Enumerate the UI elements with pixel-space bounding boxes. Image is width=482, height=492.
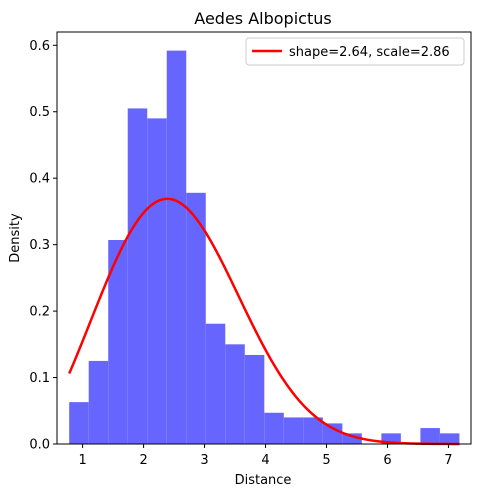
fit-curve-layer	[68, 197, 460, 446]
histogram-bar-6	[186, 192, 206, 444]
x-tick-label: 5	[322, 453, 330, 468]
histogram-bar-12	[303, 417, 323, 444]
legend-label: shape=2.64, scale=2.86	[289, 45, 450, 60]
histogram-bar-14	[342, 433, 362, 444]
y-tick-label: 0.0	[29, 438, 50, 453]
histogram-bar-1	[88, 360, 109, 444]
histogram-bar-9	[244, 354, 265, 444]
histogram-bars	[69, 50, 460, 445]
y-tick-label: 0.4	[29, 172, 50, 187]
histogram-bar-7	[205, 323, 226, 444]
histogram-bar-0	[69, 402, 89, 444]
histogram-bar-10	[264, 412, 284, 444]
histogram-bar-2	[108, 239, 128, 444]
y-tick-label: 0.1	[29, 371, 50, 386]
x-tick-label: 1	[78, 453, 86, 468]
x-tick-label: 7	[444, 453, 452, 468]
histogram-bar-8	[225, 344, 245, 444]
x-tick-label: 6	[383, 453, 391, 468]
x-tick-label: 4	[261, 453, 269, 468]
x-axis-label: Distance	[235, 473, 292, 488]
y-tick-label: 0.2	[29, 305, 50, 320]
y-tick-label: 0.6	[29, 39, 50, 54]
histogram-bar-19	[439, 433, 460, 444]
y-axis: 0.0 0.1 0.2 0.3 0.4 0.5 0.6	[29, 39, 57, 453]
histogram-bar-13	[322, 423, 343, 444]
y-tick-label: 0.3	[29, 238, 50, 253]
histogram-bar-11	[283, 417, 304, 444]
histogram-bar-18	[420, 428, 440, 444]
chart-title: Aedes Albopictus	[194, 9, 331, 28]
legend: shape=2.64, scale=2.86	[245, 37, 465, 66]
y-axis-label: Density	[8, 213, 23, 263]
plot-frame	[56, 31, 472, 445]
y-tick-label: 0.5	[29, 105, 50, 120]
weibull-fit-curve	[68, 197, 460, 446]
legend-box	[245, 37, 465, 66]
histogram-bar-3	[127, 108, 148, 444]
x-tick-label: 2	[139, 453, 147, 468]
x-axis: 1 2 3 4 5 6 7	[78, 444, 453, 468]
x-tick-label: 3	[200, 453, 208, 468]
histogram-bar-4	[147, 118, 167, 445]
histogram-bar-5	[166, 50, 187, 445]
histogram-bar-16	[381, 433, 401, 444]
